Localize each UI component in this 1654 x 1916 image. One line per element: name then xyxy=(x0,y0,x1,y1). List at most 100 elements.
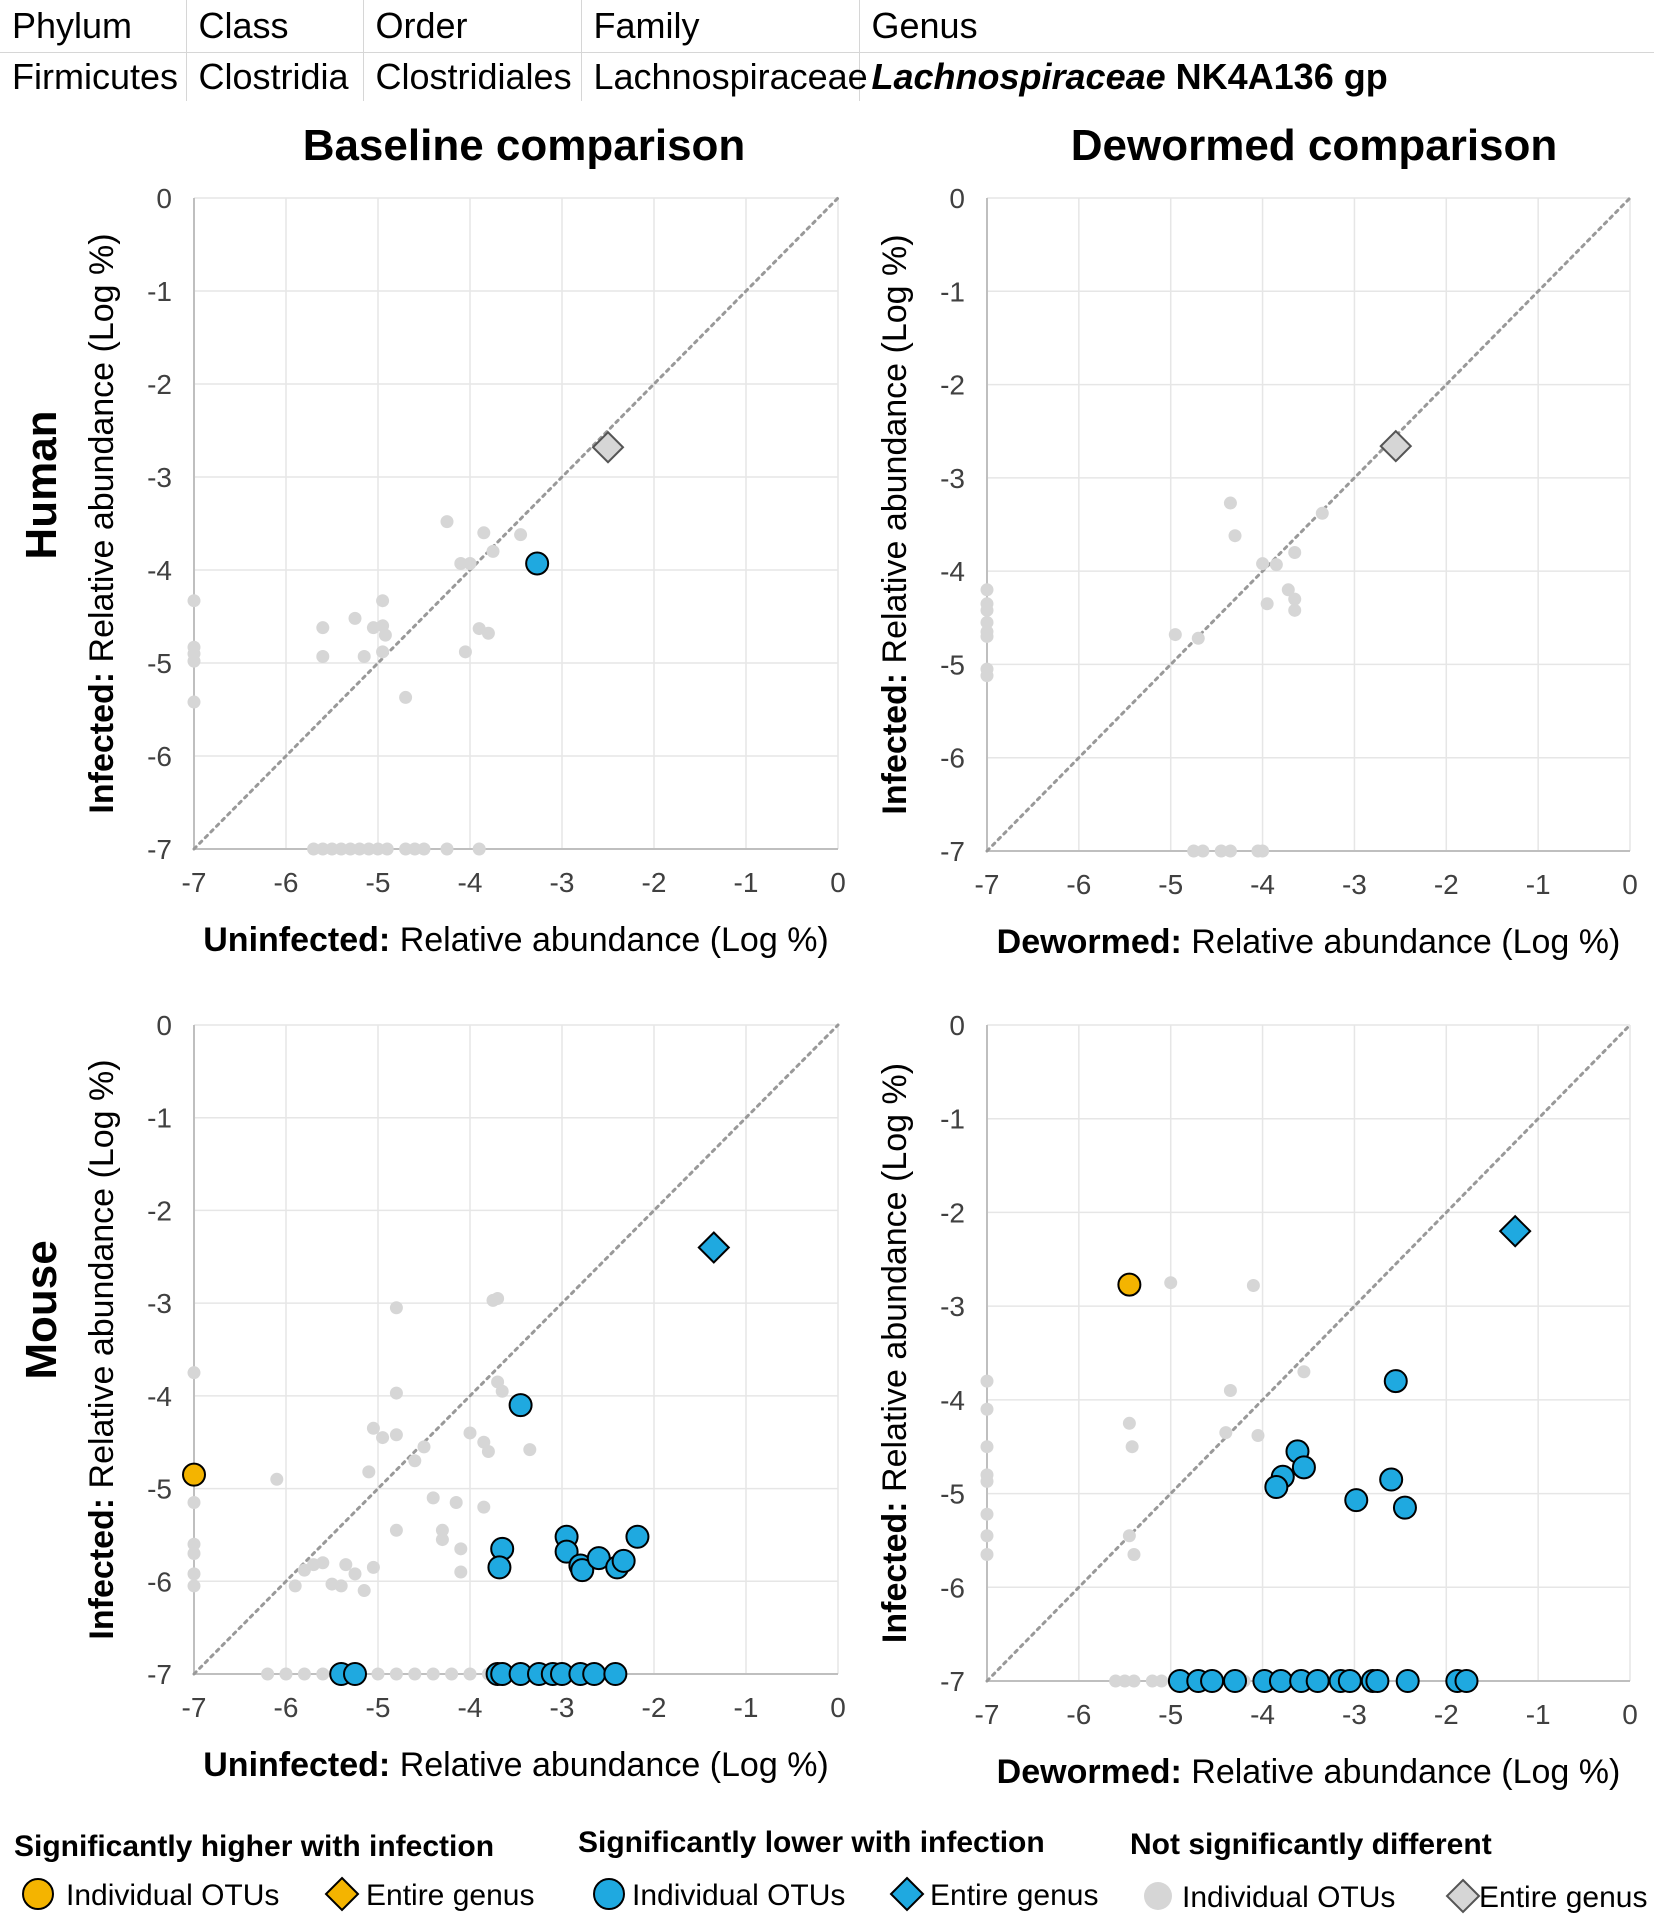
identity-line xyxy=(192,196,840,851)
x-axis-label-text: Relative abundance (Log %) xyxy=(390,921,829,959)
y-tick-label: -3 xyxy=(147,1288,172,1319)
legend-lower-otu-marker xyxy=(593,1878,625,1910)
y-tick-label: 0 xyxy=(949,183,965,214)
ns-otu-point xyxy=(366,1560,380,1574)
ns-otu-point xyxy=(454,1542,468,1556)
lower-otu-point xyxy=(603,1662,628,1686)
x-axis-label-bold: Dewormed: xyxy=(997,1753,1182,1791)
legend-higher-genus-label: Entire genus xyxy=(366,1879,534,1912)
y-tick-label: -1 xyxy=(940,276,965,307)
lower-otu-point xyxy=(1379,1467,1404,1492)
ns-otu-point xyxy=(417,1440,431,1454)
y-tick-label: 0 xyxy=(949,1010,965,1041)
x-tick-label: 0 xyxy=(1622,1699,1638,1730)
ns-otu-point xyxy=(1260,597,1274,611)
lower-otu-point xyxy=(525,551,550,576)
x-tick-label: -1 xyxy=(1526,1699,1551,1730)
y-axis-label-bold: Infected: xyxy=(876,1501,914,1643)
ns-otu-point xyxy=(523,1443,537,1457)
x-tick-label: -3 xyxy=(1342,869,1367,900)
ns-otu-point xyxy=(334,1579,348,1593)
ns-otu-point xyxy=(339,1558,353,1572)
ns-otu-point xyxy=(1127,1674,1141,1688)
y-tick-label: 0 xyxy=(156,183,172,214)
y-tick-label: -2 xyxy=(147,1195,172,1226)
ns-otu-point xyxy=(417,842,431,856)
higher-otu-point xyxy=(182,1462,206,1487)
ns-otu-point xyxy=(187,1579,201,1593)
ns-otu-point xyxy=(980,1374,994,1388)
lower-otu-point xyxy=(625,1524,650,1549)
ns-otu-point xyxy=(1155,1674,1169,1688)
taxonomy-table: Phylum Class Order Family Genus Firmicut… xyxy=(0,0,1654,101)
y-tick-label: -6 xyxy=(940,743,965,774)
ns-otu-point xyxy=(458,645,472,659)
ns-otu-point xyxy=(980,583,994,597)
x-axis-label-bold: Dewormed: xyxy=(997,923,1182,961)
lower-diamond-genus-point xyxy=(697,1231,731,1264)
ns-otu-point xyxy=(261,1667,275,1681)
ns-otu-point xyxy=(486,544,500,558)
ns-otu-point xyxy=(399,690,413,704)
x-tick-label: -2 xyxy=(642,867,667,898)
ns-otu-point xyxy=(980,1507,994,1521)
x-axis-label: Dewormed: Relative abundance (Log %) xyxy=(997,923,1621,961)
ns-otu-point xyxy=(481,1444,495,1458)
ns-otu-point xyxy=(1122,1416,1136,1430)
ns-otu-point xyxy=(980,603,994,617)
y-tick-label: -4 xyxy=(940,556,965,587)
header-class: Class xyxy=(186,0,364,53)
x-tick-label: -6 xyxy=(1066,1699,1091,1730)
y-axis-label: Infected: Relative abundance (Log %) xyxy=(83,233,121,813)
ns-otu-point xyxy=(288,1579,302,1593)
ns-otu-point xyxy=(980,1440,994,1454)
ns-otu-point xyxy=(399,842,413,856)
ns-otu-point xyxy=(1256,844,1270,858)
ns-otu-point xyxy=(376,645,390,659)
y-tick-label: -6 xyxy=(940,1572,965,1603)
y-axis-label-text: Relative abundance (Log %) xyxy=(83,1059,121,1498)
y-axis-label: Infected: Relative abundance (Log %) xyxy=(876,1063,914,1643)
ns-otu-point xyxy=(980,1474,994,1488)
legend: Significantly higher with infection Indi… xyxy=(14,1826,1647,1914)
x-tick-label: -2 xyxy=(642,1692,667,1723)
ns-otu-point xyxy=(980,629,994,643)
ns-otu-point xyxy=(270,1472,284,1486)
ns-otu-point xyxy=(380,842,394,856)
x-tick-label: -4 xyxy=(458,867,483,898)
ns-otu-point xyxy=(408,842,422,856)
x-tick-label: -5 xyxy=(366,1692,391,1723)
ns-otu-point xyxy=(362,1465,376,1479)
ns-diamond-genus-point xyxy=(591,430,625,464)
header-genus: Genus xyxy=(859,0,1654,53)
ns-otu-point xyxy=(1288,545,1302,559)
ns-otu-point xyxy=(325,842,339,856)
ns-otu-point xyxy=(357,1584,371,1598)
ns-otu-point xyxy=(980,1402,994,1416)
y-tick-label: -4 xyxy=(940,1385,965,1416)
ns-otu-point xyxy=(514,528,528,542)
lower-otu-point xyxy=(1291,1455,1316,1480)
value-genus: Lachnospiraceae NK4A136 gp xyxy=(859,53,1654,102)
x-tick-label: -6 xyxy=(274,867,299,898)
ns-otu-point xyxy=(307,842,321,856)
ns-otu-point xyxy=(1228,529,1242,543)
y-tick-label: -6 xyxy=(147,741,172,772)
ns-otu-point xyxy=(454,1565,468,1579)
ns-otu-point xyxy=(1315,506,1329,520)
ns-otu-point xyxy=(1164,1276,1178,1290)
y-axis-label: Infected: Relative abundance (Log %) xyxy=(876,234,914,814)
x-tick-label: 0 xyxy=(1622,869,1638,900)
ns-otu-point xyxy=(454,556,468,570)
plots-group: -7 -6 -5 -4 -3 -2 -1 0 0 -1 -2 -3 -4 -5 -6 -7 Uninfected… xyxy=(83,183,1638,1791)
ns-otu-point xyxy=(1214,844,1228,858)
lower-otu-point xyxy=(1365,1669,1390,1693)
y-tick-label: -4 xyxy=(147,1381,172,1412)
y-tick-label: -2 xyxy=(940,370,965,401)
ns-otu-point xyxy=(389,1667,403,1681)
y-tick-label: -3 xyxy=(147,462,172,493)
ns-otu-point xyxy=(316,621,330,635)
ns-otu-point xyxy=(408,1667,422,1681)
ns-otu-point xyxy=(440,515,454,529)
x-tick-label: -4 xyxy=(1250,869,1275,900)
